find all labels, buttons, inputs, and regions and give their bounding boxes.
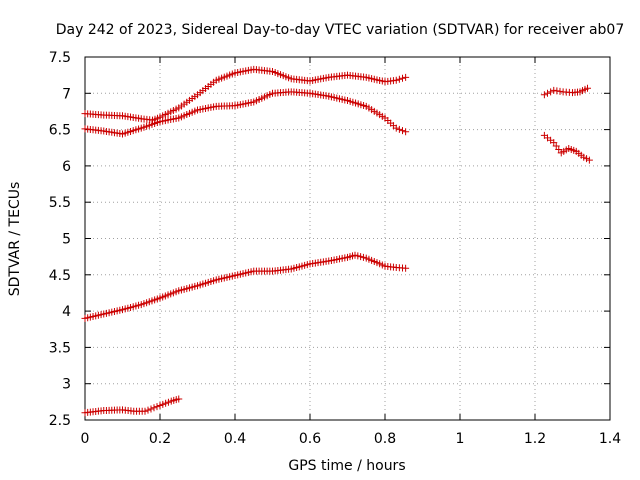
data-point bbox=[153, 403, 161, 411]
plot-frame bbox=[84, 56, 611, 421]
data-point bbox=[392, 76, 400, 84]
y-axis-label: SDTVAR / TECUs bbox=[7, 182, 23, 297]
y-tick-label: 3.5 bbox=[49, 340, 71, 356]
data-point bbox=[395, 75, 403, 83]
x-tick-label: 1.2 bbox=[524, 431, 546, 447]
series-track-f bbox=[540, 131, 593, 164]
data-point bbox=[402, 264, 410, 272]
data-point bbox=[584, 84, 591, 92]
data-point bbox=[544, 89, 551, 97]
y-tick-label: 4.5 bbox=[49, 268, 71, 284]
y-tick-label: 4 bbox=[62, 304, 71, 320]
data-point bbox=[547, 88, 555, 96]
data-point bbox=[399, 127, 406, 135]
x-tick-label: 0.8 bbox=[374, 431, 396, 447]
y-tick-labels: 2.5 3 3.5 4 4.5 5 5.5 6 6.5 7 7.5 bbox=[49, 50, 71, 429]
x-tick-label: 0 bbox=[81, 431, 90, 447]
data-point bbox=[141, 407, 149, 415]
y-tick-label: 5 bbox=[62, 232, 71, 248]
x-tick-label: 0.6 bbox=[299, 431, 321, 447]
series-track-a bbox=[81, 65, 410, 124]
chart-title: Day 242 of 2023, Sidereal Day-to-day VTE… bbox=[56, 22, 625, 38]
data-point bbox=[392, 124, 400, 132]
axis-ticks bbox=[84, 56, 611, 421]
data-point bbox=[395, 125, 403, 133]
series-track-c bbox=[81, 251, 410, 322]
data-point bbox=[540, 91, 548, 99]
data-point bbox=[399, 74, 406, 82]
data-point bbox=[150, 404, 158, 412]
y-tick-label: 2.5 bbox=[49, 413, 71, 429]
x-tick-label: 0.4 bbox=[224, 431, 246, 447]
data-point bbox=[402, 128, 410, 136]
data-series bbox=[81, 65, 593, 417]
y-tick-label: 7.5 bbox=[49, 50, 71, 66]
y-tick-label: 6 bbox=[62, 159, 71, 175]
grid-lines bbox=[85, 57, 610, 420]
y-tick-label: 5.5 bbox=[49, 195, 71, 211]
y-tick-label: 3 bbox=[62, 377, 71, 393]
x-tick-labels: 0 0.2 0.4 0.6 0.8 1 1.2 1.4 bbox=[81, 431, 622, 447]
data-point bbox=[147, 405, 155, 413]
y-tick-label: 6.5 bbox=[49, 123, 71, 139]
data-point bbox=[402, 73, 410, 81]
x-tick-label: 1.4 bbox=[599, 431, 621, 447]
x-axis-label: GPS time / hours bbox=[288, 458, 405, 474]
series-track-b bbox=[81, 88, 410, 138]
data-point bbox=[175, 395, 183, 403]
x-tick-label: 1 bbox=[456, 431, 465, 447]
data-point bbox=[585, 156, 593, 164]
series-track-d bbox=[81, 395, 183, 417]
data-point bbox=[144, 406, 152, 414]
x-tick-label: 0.2 bbox=[149, 431, 171, 447]
y-tick-label: 7 bbox=[62, 86, 71, 102]
series-track-e bbox=[540, 84, 591, 99]
